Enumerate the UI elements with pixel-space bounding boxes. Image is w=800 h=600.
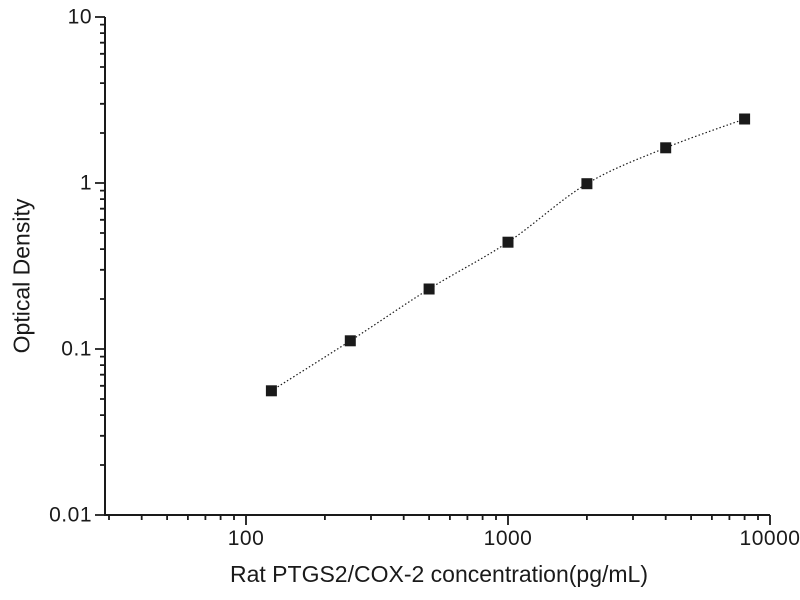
- data-point-marker: [423, 283, 435, 295]
- axis-ticks: [95, 16, 771, 525]
- data-point-marker: [344, 335, 356, 347]
- fit-curve: [271, 118, 745, 392]
- axes: [104, 17, 770, 516]
- x-axis-title: Rat PTGS2/COX-2 concentration(pg/mL): [230, 561, 648, 587]
- y-tick-label-0.1: 0.1: [61, 337, 92, 361]
- data-point-marker: [265, 385, 277, 397]
- data-point-marker: [739, 113, 751, 125]
- data-point-marker: [502, 236, 514, 248]
- x-tick-label-10000: 10000: [739, 527, 800, 550]
- y-tick-label-0.01: 0.01: [49, 503, 92, 527]
- x-tick-label-1000: 1000: [483, 527, 533, 550]
- y-axis-title: Optical Density: [8, 198, 35, 354]
- y-tick-label-10: 10: [67, 5, 92, 29]
- data-point-marker: [660, 142, 672, 154]
- y-tick-label-1: 1: [79, 171, 92, 195]
- x-tick-label-100: 100: [227, 527, 265, 550]
- data-point-marker: [581, 178, 593, 190]
